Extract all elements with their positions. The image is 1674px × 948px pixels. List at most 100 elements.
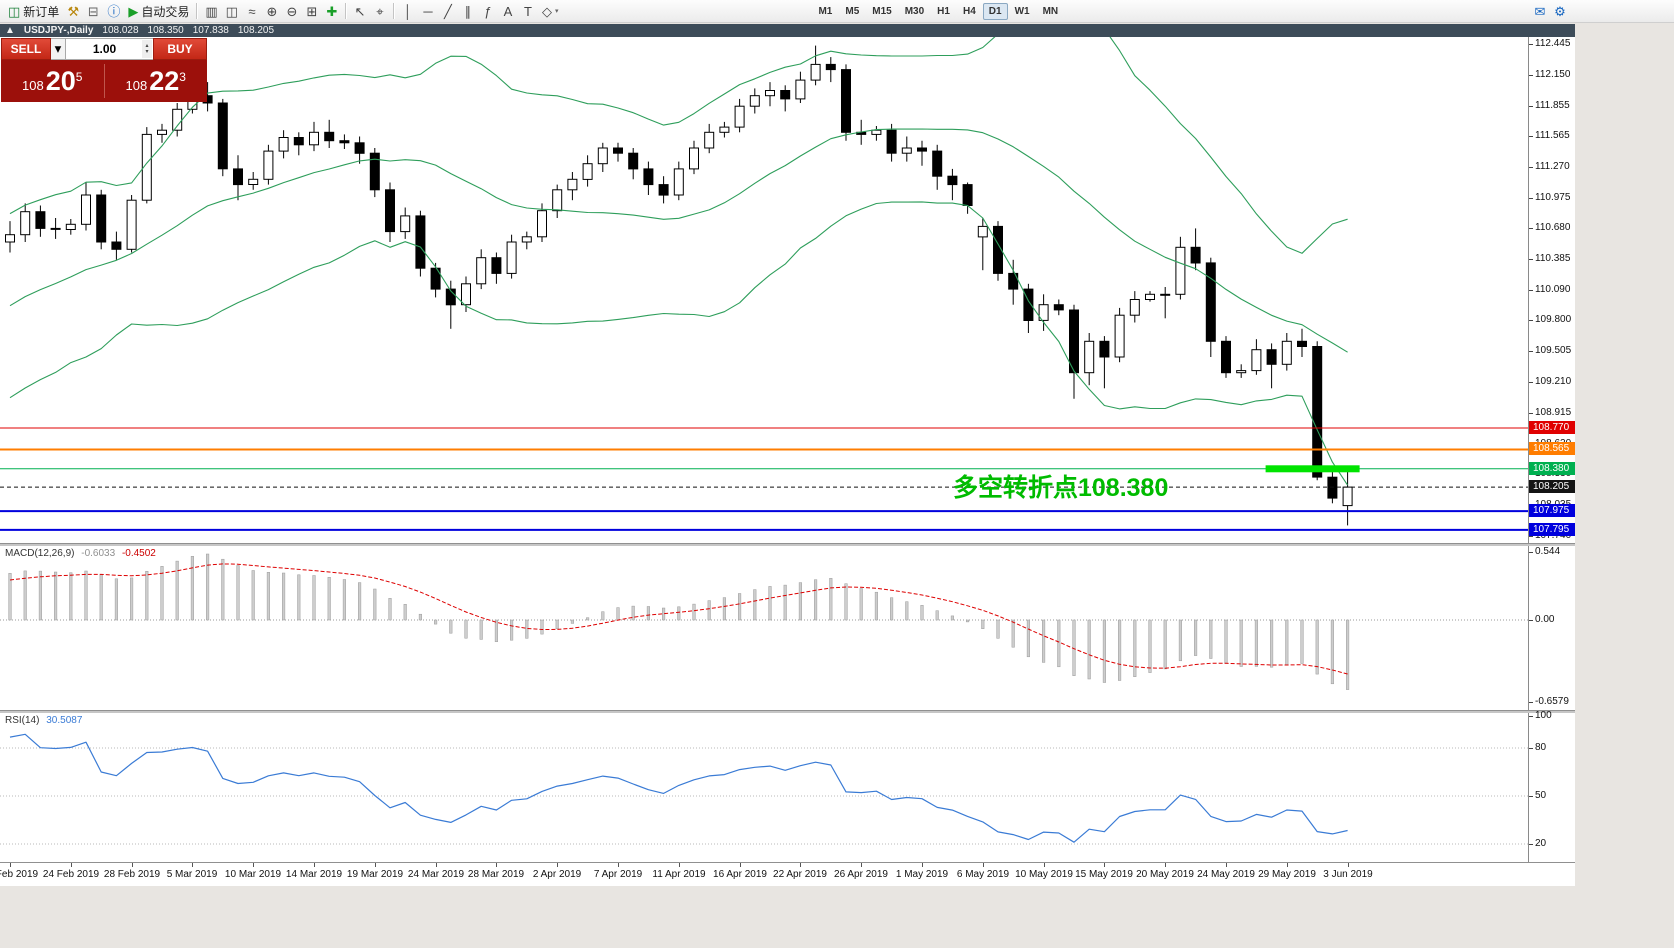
settings-icon[interactable]: ⚙ [1550, 1, 1570, 21]
horizontal-line-icon[interactable]: ─ [418, 1, 438, 21]
date-axis-label: 6 May 2019 [956, 869, 1010, 880]
shapes-icon[interactable]: ◇ ▾ [538, 1, 563, 21]
macd-panel[interactable] [0, 546, 1528, 710]
price-axis-label: 109.800 [1528, 314, 1572, 325]
indicators-icon[interactable]: ✚ [322, 1, 342, 21]
candlestick-chart-icon[interactable]: ◫ [222, 1, 242, 21]
spinner-down-icon[interactable]: ▾ [145, 49, 149, 55]
bull-candle [765, 90, 775, 97]
bull-candle [309, 131, 319, 146]
macd-histogram-bar [1346, 619, 1350, 690]
channel-icon[interactable]: ∥ [458, 1, 478, 21]
text-icon[interactable]: A [498, 1, 518, 21]
macd-histogram-bar [190, 556, 194, 621]
panel-divider[interactable] [0, 710, 1575, 713]
date-axis-label: 10 May 2019 [1015, 869, 1073, 880]
buy-button[interactable]: BUY [153, 38, 207, 60]
trendline-icon[interactable]: ╱ [438, 1, 458, 21]
timeframe-w1[interactable]: W1 [1009, 3, 1036, 20]
volume-spinner: ▴ ▾ [142, 40, 152, 58]
macd-histogram-bar [814, 579, 818, 621]
highlight-trend-segment[interactable] [1265, 465, 1360, 473]
volume-dropdown-button[interactable]: ▾ [51, 38, 66, 60]
macd-histogram-bar [738, 593, 742, 621]
buy-price[interactable]: 108 22 3 [105, 60, 208, 102]
macd-histogram-bar [692, 603, 696, 621]
volume-input[interactable] [66, 39, 153, 59]
macd-histogram-bar [160, 566, 164, 621]
macd-histogram-bar [935, 610, 939, 621]
timeframe-m30[interactable]: M30 [899, 3, 930, 20]
macd-histogram-bar [54, 571, 58, 621]
spinner-up-icon[interactable]: ▴ [145, 43, 149, 49]
timeframe-m5[interactable]: M5 [839, 3, 865, 20]
new-order-button[interactable]: ◫ 新订单 [4, 1, 63, 21]
fibonacci-icon[interactable]: ƒ [478, 1, 498, 21]
date-tick [1226, 863, 1227, 867]
tile-windows-icon[interactable]: ⊞ [302, 1, 322, 21]
hammer-icon[interactable]: ⚒ [63, 1, 83, 21]
bear-candle [825, 63, 836, 71]
info-icon[interactable]: ⓘ [103, 1, 124, 21]
bull-candle [81, 194, 91, 225]
date-axis-border [0, 862, 1575, 863]
date-axis-label: 29 May 2019 [1258, 869, 1316, 880]
annotation-text[interactable]: 多空转折点108.380 [953, 474, 1169, 502]
vertical-line-icon[interactable]: │ [398, 1, 418, 21]
date-tick [496, 863, 497, 867]
macd-axis-label: 0.00 [1528, 614, 1555, 625]
line-chart-icon[interactable]: ≈ [242, 1, 262, 21]
timeframe-d1[interactable]: D1 [982, 2, 1008, 20]
timeframe-mn[interactable]: MN [1037, 3, 1065, 20]
bull-candle [172, 108, 183, 131]
panel-divider[interactable] [0, 543, 1575, 546]
bar-chart-icon[interactable]: ▥ [201, 1, 221, 21]
cursor-icon[interactable]: ↖ [350, 1, 370, 21]
bear-candle [628, 152, 639, 170]
label-icon[interactable]: T [518, 1, 538, 21]
date-axis-label: 19 Feb 2019 [0, 869, 39, 880]
zoom-in-icon[interactable]: ⊕ [262, 1, 282, 21]
macd-histogram-bar [1163, 619, 1167, 670]
bull-candle [506, 241, 517, 274]
sell-button[interactable]: SELL [1, 38, 51, 60]
timeframe-m15[interactable]: M15 [866, 3, 897, 20]
crosshair-icon[interactable]: ⌖ [370, 1, 390, 21]
date-tick [1287, 863, 1288, 867]
bear-candle [415, 215, 426, 269]
sell-price[interactable]: 108 20 5 [1, 60, 104, 102]
bear-candle [1023, 288, 1034, 322]
bull-candle [1342, 486, 1353, 507]
price-chart[interactable] [0, 37, 1528, 543]
date-tick [1348, 863, 1349, 867]
bull-candle [901, 147, 912, 154]
bull-candle [537, 210, 547, 238]
date-axis-label: 3 Jun 2019 [1323, 869, 1373, 880]
macd-histogram-bar [1057, 619, 1061, 668]
bear-candle [491, 257, 502, 274]
rsi-title: RSI(14) [5, 715, 40, 726]
messages-icon[interactable]: ✉ [1530, 1, 1550, 21]
ohlc-open: 108.028 [102, 25, 139, 36]
bull-candle [400, 215, 411, 233]
auto-trading-button[interactable]: ▶ 自动交易 [124, 1, 193, 21]
bear-candle [1053, 304, 1064, 311]
macd-histogram-bar [798, 582, 802, 621]
timeframe-h1[interactable]: H1 [931, 3, 956, 20]
print-icon[interactable]: ⊟ [83, 1, 103, 21]
timeframe-m1[interactable]: M1 [812, 3, 838, 20]
macd-histogram-bar [601, 611, 605, 621]
macd-histogram-bar [297, 574, 301, 621]
macd-histogram-bar [874, 591, 878, 621]
date-tick [679, 863, 680, 867]
bear-candle [430, 267, 441, 290]
bull-candle [871, 129, 882, 135]
timeframe-h4[interactable]: H4 [957, 3, 982, 20]
zoom-out-icon[interactable]: ⊖ [282, 1, 302, 21]
price-axis[interactable]: 112.445 112.150 111.855 111.565 111.270 110.9… [1528, 37, 1575, 543]
bear-candle [111, 241, 122, 250]
bull-candle [977, 225, 988, 238]
rsi-panel[interactable] [0, 713, 1528, 862]
macd-histogram-bar [1011, 619, 1015, 648]
